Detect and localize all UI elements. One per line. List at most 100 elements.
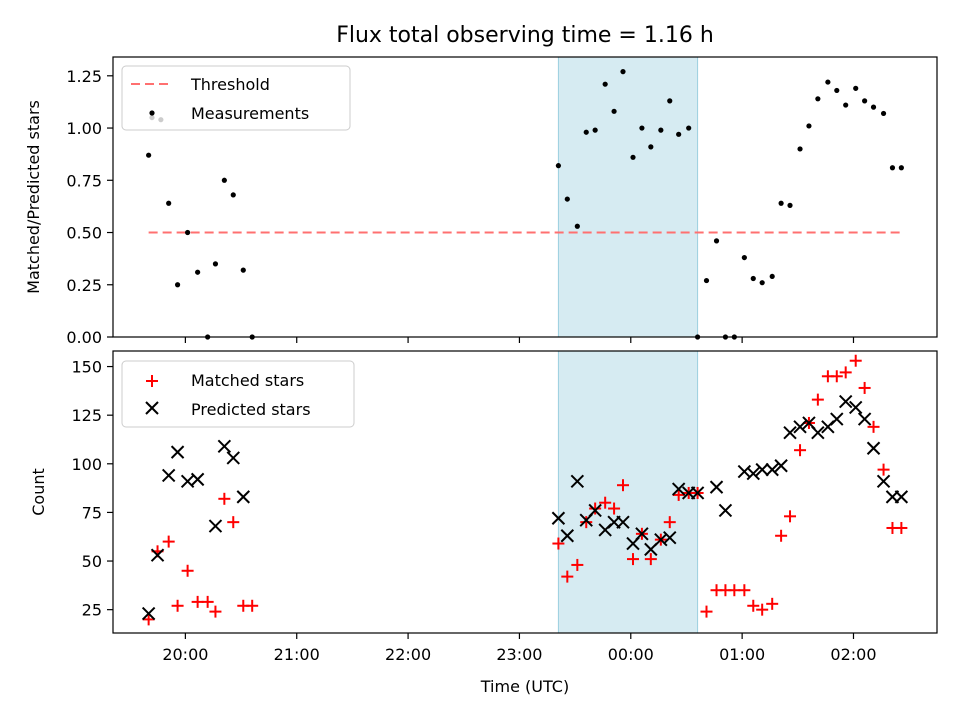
x-tick-label: 02:00 [830, 645, 876, 664]
measurement-point [555, 163, 562, 169]
y-tick-label: 1.25 [66, 67, 102, 86]
measurement-point [853, 85, 859, 91]
measurement-point [174, 282, 181, 288]
measurement-point [898, 165, 904, 171]
predicted-stars-series [141, 394, 909, 621]
matched-star-point [142, 613, 155, 626]
predicted-star-point [811, 425, 825, 440]
predicted-star-point [588, 503, 602, 518]
panel-bottom-x-axis: 20:00 21:00 22:00 23:00 00:00 01:00 02:00 [162, 633, 877, 664]
panel-bottom: 25 50 75 100 125 150 20:00 21:00 22:00 23:00 00:0… [29, 350, 938, 696]
matched-star-point [561, 570, 574, 583]
matched-star-point [162, 535, 175, 548]
panel-bottom-y-label: Count [29, 468, 48, 516]
predicted-star-point [866, 441, 881, 455]
predicted-star-point [141, 606, 156, 621]
measurement-point [146, 152, 152, 158]
measurement-point [787, 202, 793, 208]
predicted-star-point [671, 482, 686, 496]
predicted-star-point [560, 529, 575, 543]
matched-star-point [811, 393, 824, 406]
matched-star-point [830, 370, 843, 383]
x-axis-label: Time (UTC) [480, 677, 569, 696]
x-tick-label: 22:00 [385, 645, 431, 664]
y-tick-label: 0.25 [66, 276, 102, 295]
legend-measurements-label: Measurements [191, 104, 309, 123]
matched-star-point [858, 381, 871, 394]
x-tick-label: 23:00 [496, 645, 542, 664]
predicted-star-point [190, 472, 205, 487]
matched-star-point [209, 605, 222, 618]
predicted-star-point [690, 486, 705, 500]
predicted-star-point [635, 527, 649, 541]
y-tick-label: 0.50 [66, 224, 102, 243]
measurement-point [843, 102, 849, 108]
matched-star-point [700, 605, 713, 618]
panel-bottom-legend: Matched stars Predicted stars [121, 360, 355, 428]
measurement-point [166, 200, 172, 206]
measurement-point [667, 98, 673, 104]
y-tick-label: 50 [82, 552, 102, 571]
predicted-star-point [783, 425, 797, 440]
matched-star-point [218, 492, 231, 505]
y-tick-label: 0.75 [66, 171, 102, 190]
predicted-star-point [226, 451, 240, 465]
measurement-point [658, 127, 664, 133]
measurement-point [602, 81, 608, 87]
panel-top-x-ticks [184, 337, 855, 343]
measurement-point [230, 192, 236, 198]
matched-star-point [227, 516, 240, 529]
measurement-point [611, 108, 617, 114]
predicted-star-point [718, 503, 733, 518]
measurement-point [834, 87, 840, 94]
measurement-point [769, 273, 775, 280]
matched-star-point [181, 564, 194, 577]
matched-star-point [794, 444, 807, 457]
measurement-point [212, 261, 219, 267]
predicted-star-point [217, 439, 232, 454]
matched-star-point [877, 463, 890, 476]
predicted-star-point [709, 480, 724, 494]
panel-bottom-y-axis: 25 50 75 100 125 150 [71, 358, 113, 620]
matched-star-point [191, 595, 204, 608]
measurement-point [862, 98, 868, 104]
predicted-star-point [774, 459, 788, 473]
measurement-point [713, 238, 720, 244]
matched-star-point [738, 584, 751, 597]
x-tick-label: 01:00 [719, 645, 765, 664]
matched-star-point [867, 420, 880, 433]
matched-star-point [766, 597, 779, 610]
x-tick-label: 20:00 [162, 645, 208, 664]
measurement-point [221, 177, 227, 183]
x-tick-label: 00:00 [608, 645, 654, 664]
chart-title: Flux total observing time = 1.16 h [336, 23, 714, 48]
y-tick-label: 0.00 [66, 328, 102, 347]
matched-star-point [171, 599, 184, 612]
measurement-point [797, 146, 803, 152]
panel-top-y-label: Matched/Predicted stars [24, 100, 43, 294]
matched-star-point [663, 516, 676, 529]
panel-bottom-legend-box [121, 360, 355, 428]
measurement-point [870, 104, 877, 110]
predicted-star-point [208, 519, 223, 533]
legend-measurements-swatch [149, 110, 155, 116]
predicted-star-point [838, 394, 853, 409]
measurement-point [741, 254, 747, 261]
panel-top-frame [112, 56, 938, 338]
predicted-star-point [857, 412, 872, 426]
measurement-point [703, 277, 710, 284]
matched-star-point [839, 366, 852, 379]
predicted-star-point [570, 474, 585, 489]
measurement-point [750, 275, 756, 282]
predicted-star-point [830, 412, 844, 426]
matched-star-point [616, 479, 629, 492]
measurement-point [639, 125, 645, 131]
y-tick-label: 1.00 [66, 119, 102, 138]
measurements-series [146, 69, 904, 340]
matched-star-point [608, 502, 621, 515]
panel-top-legend-box [121, 65, 351, 131]
predicted-star-point [170, 445, 185, 459]
matched-star-point [849, 354, 862, 367]
predicted-star-point [894, 490, 909, 504]
